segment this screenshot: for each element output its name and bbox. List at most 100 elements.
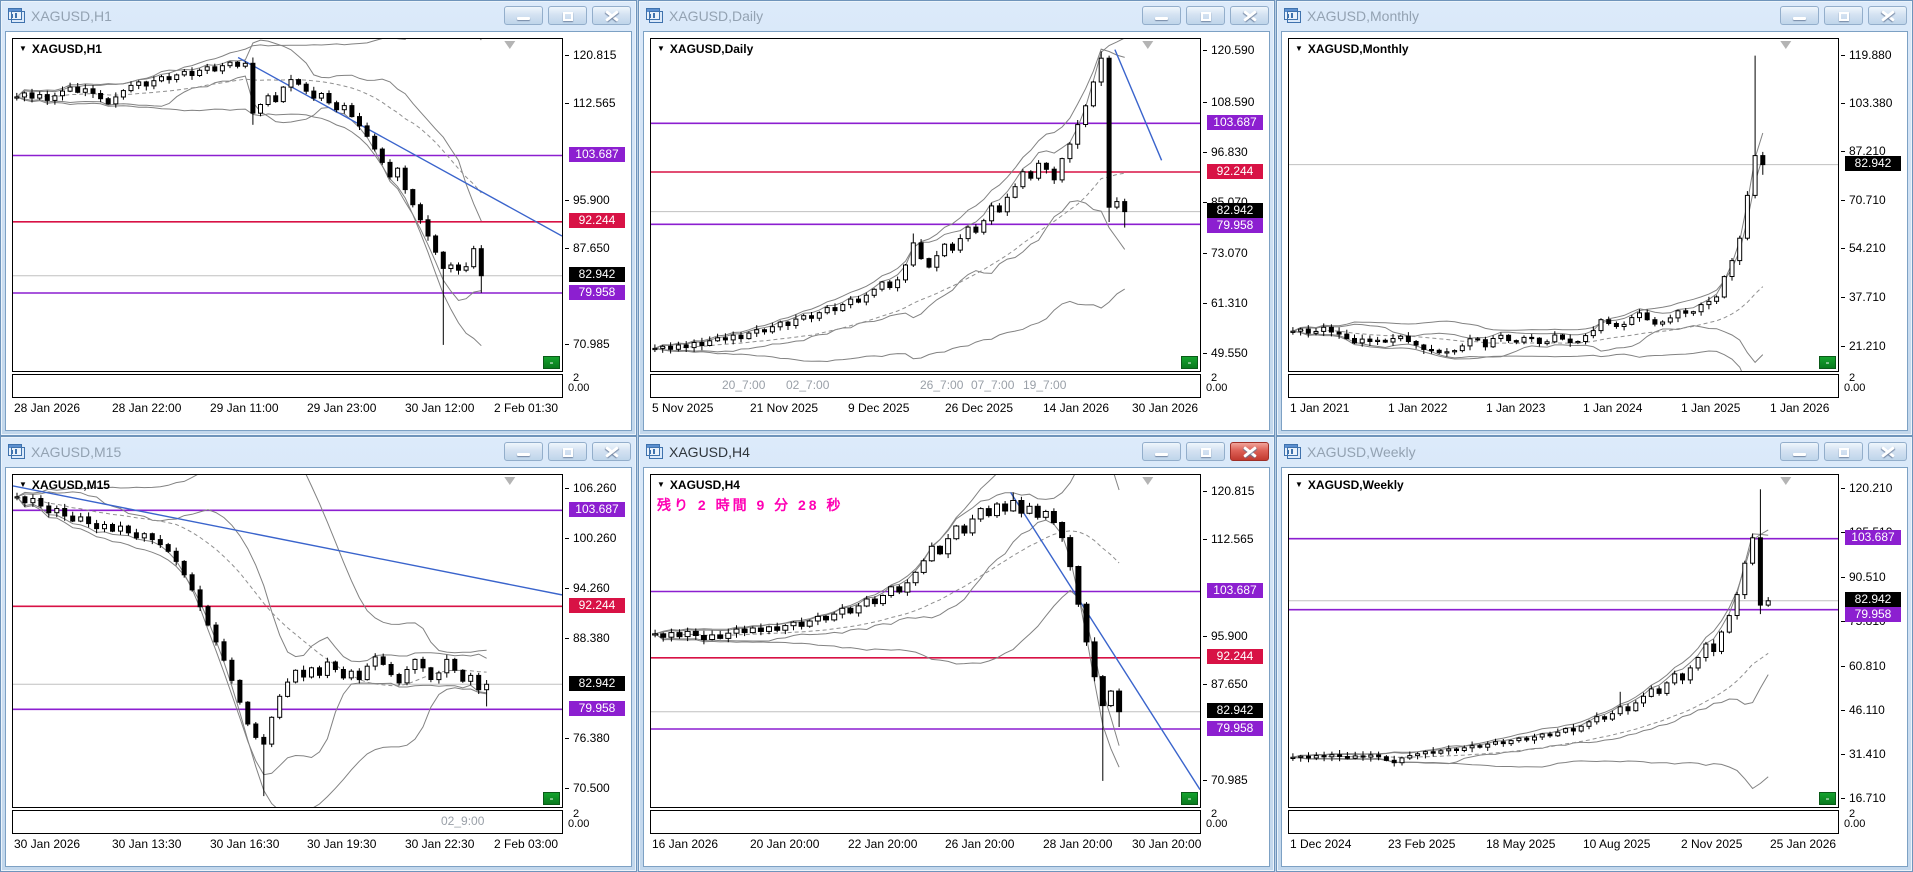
close-button[interactable] (1230, 6, 1269, 25)
titlebar[interactable]: XAGUSD,H1 (1, 1, 636, 30)
time-label: 10 Aug 2025 (1583, 837, 1651, 851)
minimize-button[interactable] (1780, 442, 1819, 461)
price-axis[interactable]: 120.210105.51090.51075.81060.81046.11031… (1841, 474, 1907, 846)
minimize-button[interactable] (504, 442, 543, 461)
chart-client-area: ▼ XAGUSD,H1 - 120.815 112.565 95.900 87.650 7… (5, 7, 632, 431)
close-button[interactable] (1868, 6, 1907, 25)
subwindow-scale-min: 0.00 (568, 818, 590, 830)
subwindow-collapse-button[interactable]: - (1819, 356, 1836, 369)
candlestick-plot (13, 7, 563, 371)
titlebar[interactable]: XAGUSD,Daily (639, 1, 1274, 30)
candlestick-plot (12, 415, 563, 814)
price-tick-label: 119.880 (1849, 47, 1892, 62)
minimize-icon (1793, 453, 1806, 456)
price-axis[interactable]: 106.260 100.260 94.260 88.380 76.380 70.500 10… (565, 474, 631, 846)
close-icon (1242, 446, 1257, 457)
chart-pane[interactable]: ▼ XAGUSD,H1 - (12, 7, 563, 372)
restore-button[interactable] (548, 6, 587, 25)
price-axis[interactable]: 119.880 103.380 87.210 70.710 54.210 37.710 21… (1841, 38, 1907, 410)
chart-pane[interactable]: ▼ XAGUSD,Monthly - (1288, 38, 1839, 417)
subwindow-collapse-button[interactable]: - (1181, 792, 1198, 805)
time-axis[interactable]: 1 Jan 2021 1 Jan 2022 1 Jan 2023 1 Jan 2024… (1288, 401, 1839, 417)
price-tick-label: 90.510 (1849, 570, 1886, 585)
time-label: 20 Jan 20:00 (750, 837, 820, 851)
price-level-badge: 79.958 (1207, 720, 1263, 736)
titlebar[interactable]: XAGUSD,Weekly (1277, 437, 1912, 466)
subwindow-scale-min: 0.00 (1206, 818, 1228, 830)
restore-button[interactable] (1186, 442, 1225, 461)
minimize-button[interactable] (1142, 442, 1181, 461)
time-label: 14 Jan 2026 (1043, 401, 1110, 415)
minimize-button[interactable] (504, 6, 543, 25)
subwindow-label: 26_7:00 (920, 378, 964, 392)
time-axis[interactable]: 1 Dec 2024 23 Feb 2025 18 May 2025 10 Aug 2… (1288, 837, 1839, 853)
price-tick-mark (1841, 248, 1845, 250)
subwindow-collapse-button[interactable]: - (543, 792, 560, 805)
price-axis[interactable]: 120.815 112.565 95.900 87.650 70.985 103.687 9… (565, 38, 631, 410)
close-button[interactable] (592, 6, 631, 25)
price-tick-mark (1203, 151, 1207, 153)
subwindow-collapse-button[interactable]: - (1819, 792, 1836, 805)
close-button[interactable] (592, 442, 631, 461)
chart-window-icon (646, 444, 663, 459)
restore-icon (1838, 448, 1849, 457)
restore-button[interactable] (1824, 442, 1863, 461)
minimize-icon (517, 17, 530, 20)
time-axis[interactable]: 16 Jan 2026 20 Jan 20:00 22 Jan 20:00 26 Ja… (650, 837, 1201, 853)
price-tick-mark (1841, 577, 1845, 579)
close-button[interactable] (1230, 442, 1269, 461)
price-tick-label: 87.650 (573, 240, 610, 255)
time-label: 1 Jan 2023 (1486, 401, 1546, 415)
price-tick-label: 46.110 (1849, 703, 1885, 717)
price-axis[interactable]: 120.590 108.590 96.830 85.070 73.070 61.310 49… (1203, 38, 1269, 410)
chart-window-h4: XAGUSD,H4 ▼ XAGUSD,H4 残り 2 時間 9 分 28 秒 - … (638, 380, 1275, 872)
window-title: XAGUSD,H1 (31, 7, 112, 24)
time-label: 5 Nov 2025 (652, 401, 714, 415)
price-tick-mark (1841, 666, 1845, 667)
time-axis[interactable]: 30 Jan 2026 30 Jan 13:30 30 Jan 16:30 30 Ja… (12, 837, 563, 853)
titlebar[interactable]: XAGUSD,M15 (1, 437, 636, 466)
minimize-button[interactable] (1142, 6, 1181, 25)
price-tick-label: 95.900 (1211, 628, 1248, 643)
time-axis[interactable]: 28 Jan 2026 28 Jan 22:00 29 Jan 11:00 29 Ja… (12, 401, 563, 417)
chart-pane[interactable]: ▼ XAGUSD,M15 - (12, 415, 563, 814)
minimize-button[interactable] (1780, 6, 1819, 25)
restore-button[interactable] (1824, 6, 1863, 25)
price-tick-mark (1203, 539, 1207, 541)
price-level-badge: 103.687 (1207, 114, 1263, 130)
chart-client-area: ▼XAGUSD,Weekly - 120.210105.51090.51075.… (1281, 467, 1908, 867)
time-axis[interactable]: 5 Nov 2025 21 Nov 2025 9 Dec 2025 26 Dec 20… (650, 401, 1201, 417)
chart-window-m15: XAGUSD,M15 ▼ XAGUSD,M15 - 106.260 100.260 9… (0, 415, 637, 872)
chart-window-monthly: XAGUSD,Monthly ▼ XAGUSD,Monthly - 119.880… (1276, 0, 1913, 436)
chart-pane[interactable]: ▼ XAGUSD,H4 残り 2 時間 9 分 28 秒 - (650, 380, 1201, 808)
dropdown-icon: ▼ (1295, 480, 1303, 489)
subwindow-collapse-button[interactable]: - (1181, 356, 1198, 369)
subwindow-scale-min: 0.00 (1844, 818, 1866, 830)
titlebar[interactable]: XAGUSD,Monthly (1277, 1, 1912, 30)
subwindow-scale-min: 0.00 (1206, 382, 1228, 394)
subwindow-scale-min: 0.00 (1844, 382, 1866, 394)
time-label: 1 Dec 2024 (1290, 837, 1352, 851)
restore-button[interactable] (548, 442, 587, 461)
titlebar[interactable]: XAGUSD,H4 (639, 437, 1274, 466)
restore-button[interactable] (1186, 6, 1225, 25)
price-tick-label: 120.210 (1849, 481, 1893, 496)
subwindow-collapse-button[interactable]: - (543, 356, 560, 369)
price-tick-mark (565, 103, 569, 105)
close-button[interactable] (1868, 442, 1907, 461)
time-label: 9 Dec 2025 (848, 401, 910, 415)
chart-pane[interactable]: ▼ XAGUSD,Daily - (650, 37, 1201, 372)
restore-icon (1200, 448, 1211, 457)
price-axis[interactable]: 120.815 112.565 95.900 87.650 70.985 103.687 9… (1203, 474, 1269, 846)
chart-pane[interactable]: ▼ XAGUSD,Weekly - (1288, 474, 1839, 808)
symbol-label: ▼ XAGUSD,Daily (657, 42, 754, 56)
price-tick-label: 21.210 (1849, 338, 1886, 353)
minimize-icon (1155, 17, 1168, 20)
indicator-subwindow (12, 374, 563, 398)
price-tick-label: 88.380 (573, 630, 610, 645)
subwindow-label: 02_7:00 (786, 378, 830, 392)
close-icon (1880, 446, 1895, 457)
time-label: 26 Dec 2025 (945, 401, 1014, 415)
time-label: 28 Jan 22:00 (112, 401, 182, 415)
time-label: 2 Nov 2025 (1681, 837, 1743, 851)
